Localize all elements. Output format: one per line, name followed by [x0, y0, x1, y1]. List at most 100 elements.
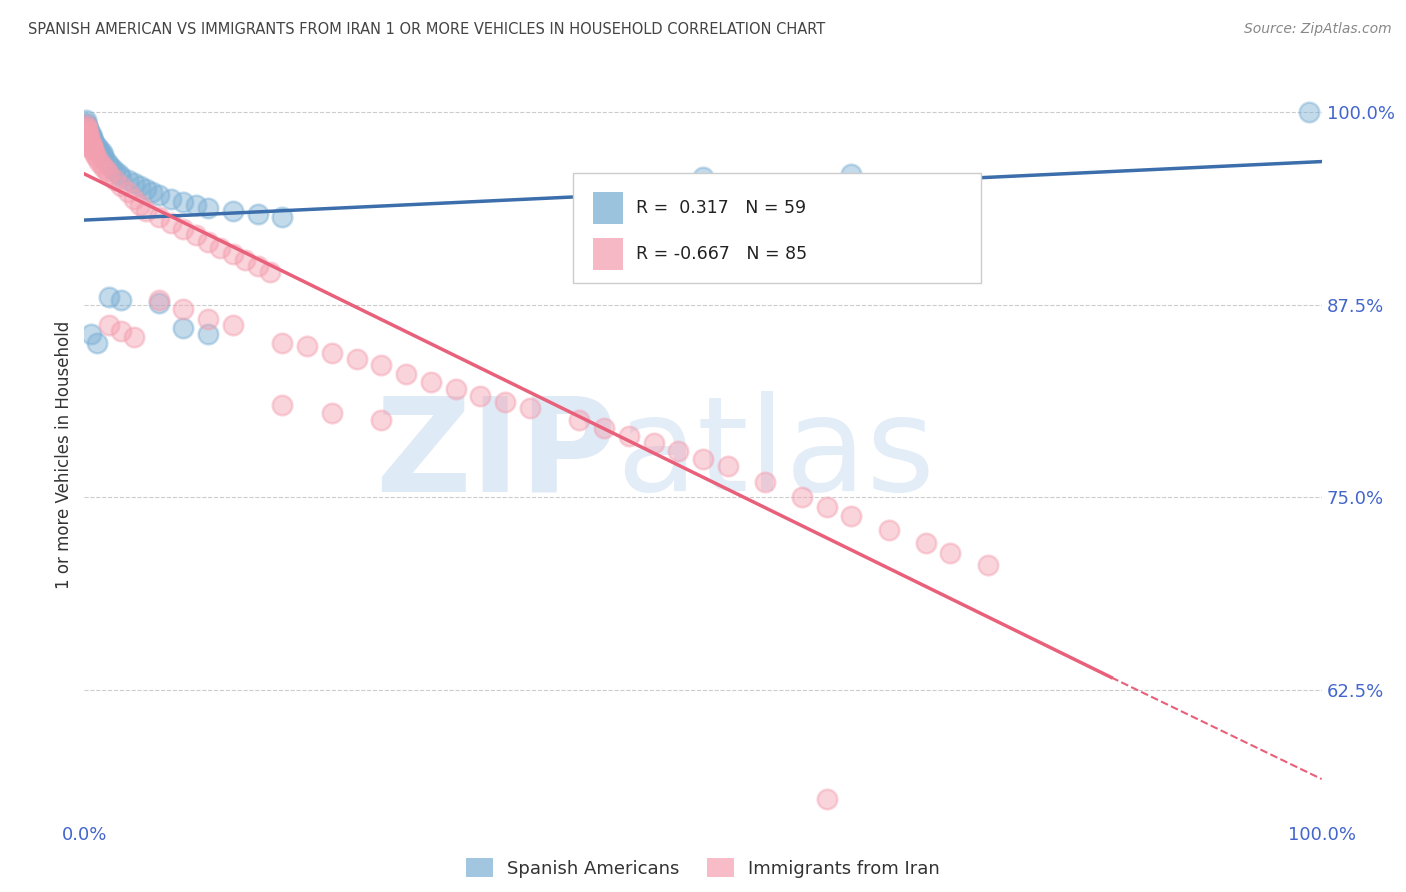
Point	[519, 401, 541, 415]
Text: SPANISH AMERICAN VS IMMIGRANTS FROM IRAN 1 OR MORE VEHICLES IN HOUSEHOLD CORRELA: SPANISH AMERICAN VS IMMIGRANTS FROM IRAN…	[28, 22, 825, 37]
Point	[76, 128, 98, 143]
Point	[117, 173, 139, 187]
Point	[172, 321, 194, 335]
Point	[76, 120, 98, 135]
Point	[93, 161, 115, 175]
Point	[141, 186, 163, 200]
Point	[593, 421, 616, 435]
Point	[91, 148, 114, 162]
Point	[395, 367, 418, 381]
Point	[692, 169, 714, 184]
Point	[197, 311, 219, 326]
Point	[1298, 105, 1320, 120]
Point	[444, 383, 467, 397]
Point	[80, 130, 103, 145]
Point	[815, 792, 838, 806]
Point	[77, 136, 100, 150]
Point	[419, 375, 441, 389]
Point	[76, 124, 98, 138]
Point	[877, 523, 900, 537]
Point	[80, 133, 103, 147]
Point	[717, 459, 740, 474]
Point	[790, 490, 813, 504]
Point	[197, 326, 219, 341]
Point	[233, 253, 256, 268]
Point	[148, 293, 170, 308]
Point	[692, 451, 714, 466]
Point	[108, 167, 131, 181]
Point	[209, 241, 232, 255]
Point	[75, 116, 97, 130]
Point	[295, 339, 318, 353]
Point	[82, 142, 104, 156]
Point	[75, 113, 97, 128]
Point	[122, 176, 145, 190]
Point	[110, 293, 132, 308]
Point	[129, 197, 152, 211]
Point	[370, 358, 392, 372]
Point	[104, 163, 127, 178]
Point	[110, 324, 132, 338]
Point	[104, 173, 127, 187]
FancyBboxPatch shape	[574, 173, 981, 283]
Point	[129, 179, 152, 194]
Point	[96, 163, 118, 178]
Point	[184, 228, 207, 243]
Point	[75, 119, 97, 133]
Point	[86, 139, 108, 153]
Point	[75, 120, 97, 135]
Point	[77, 127, 100, 141]
Point	[98, 318, 121, 332]
Point	[76, 120, 98, 135]
Point	[470, 389, 492, 403]
Point	[77, 120, 100, 135]
Point	[75, 124, 97, 138]
Point	[76, 130, 98, 145]
Point	[259, 265, 281, 279]
Point	[222, 247, 245, 261]
Text: atlas: atlas	[616, 392, 935, 518]
FancyBboxPatch shape	[593, 192, 623, 224]
Point	[135, 182, 157, 196]
Point	[75, 130, 97, 145]
Point	[122, 330, 145, 344]
Point	[79, 326, 101, 341]
Point	[96, 154, 118, 169]
Point	[184, 197, 207, 211]
Point	[346, 351, 368, 366]
Point	[98, 290, 121, 304]
Point	[76, 118, 98, 132]
Point	[321, 345, 343, 359]
Point	[76, 124, 98, 138]
Point	[98, 167, 121, 181]
Point	[98, 158, 121, 172]
Point	[84, 139, 107, 153]
Point	[76, 127, 98, 141]
Point	[79, 139, 101, 153]
Point	[79, 124, 101, 138]
Point	[148, 210, 170, 224]
Text: ZIP: ZIP	[375, 392, 616, 518]
Text: R =  0.317   N = 59: R = 0.317 N = 59	[636, 199, 806, 217]
Point	[246, 207, 269, 221]
Point	[100, 161, 122, 175]
Point	[84, 148, 107, 162]
Point	[90, 145, 112, 160]
Point	[89, 145, 111, 160]
Point	[79, 130, 101, 145]
Point	[77, 133, 100, 147]
Text: R = -0.667   N = 85: R = -0.667 N = 85	[636, 244, 807, 263]
Point	[79, 136, 101, 150]
Point	[754, 475, 776, 489]
Point	[83, 145, 105, 160]
Point	[321, 406, 343, 420]
Point	[172, 302, 194, 317]
Point	[86, 336, 108, 351]
Point	[80, 142, 103, 156]
Point	[76, 133, 98, 147]
Point	[93, 152, 115, 166]
Point	[77, 124, 100, 138]
Point	[89, 154, 111, 169]
Point	[197, 201, 219, 215]
Point	[79, 127, 101, 141]
